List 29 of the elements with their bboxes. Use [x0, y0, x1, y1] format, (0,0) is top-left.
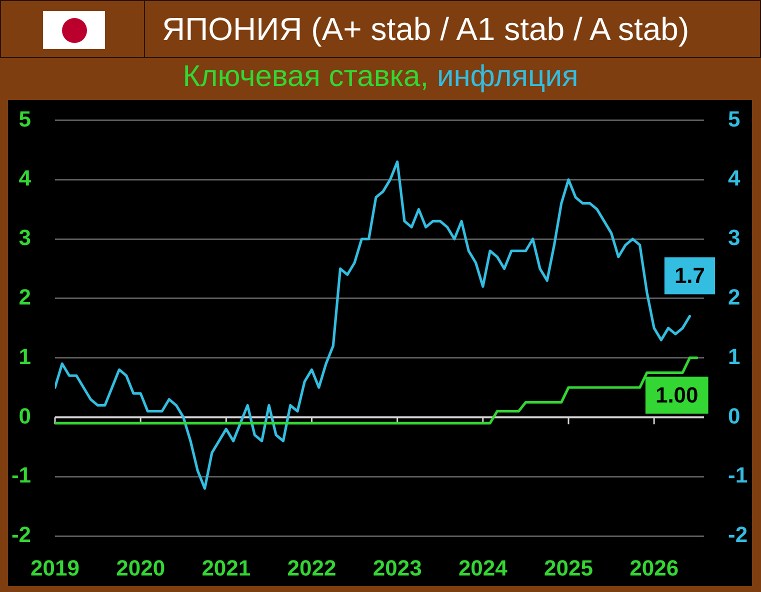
y2-tick-label: -1 — [728, 462, 748, 488]
y-tick-label: 4 — [18, 166, 32, 191]
y2-tick-label: -2 — [728, 522, 748, 548]
x-tick-label: 2022 — [287, 555, 336, 580]
x-tick-label: 2026 — [630, 555, 679, 580]
x-tick-label: 2019 — [30, 555, 80, 580]
x-tick-label: 2021 — [202, 555, 251, 580]
x-tick-label: 2023 — [372, 555, 422, 580]
y2-tick-label: 3 — [728, 225, 740, 250]
y-tick-label: 2 — [18, 284, 31, 310]
y2-tick-label: 5 — [728, 106, 740, 132]
x-tick-label: 2025 — [544, 555, 593, 580]
text: инфляция — [436, 60, 578, 93]
y2-tick-label: 4 — [728, 166, 741, 191]
y2-tick-label: 2 — [728, 284, 740, 310]
text: Ключевая ставка, — [182, 60, 429, 93]
x-tick-label: 2020 — [116, 555, 166, 580]
y-tick-label: -2 — [11, 522, 31, 548]
y-tick-label: 5 — [18, 106, 31, 132]
y2-tick-label: 0 — [728, 403, 740, 428]
data-label: 1.7 — [674, 262, 706, 288]
x-tick-label: 2024 — [458, 555, 508, 580]
data-label: 1.00 — [655, 382, 698, 408]
y-tick-label: -1 — [11, 462, 31, 488]
y-tick-label: 0 — [18, 403, 31, 428]
y-tick-label: 1 — [18, 344, 31, 369]
chart-title: ЯПОНИЯ (A+ stab / A1 stab / A stab) — [162, 10, 690, 48]
y2-tick-label: 1 — [728, 344, 740, 369]
y-tick-label: 3 — [18, 225, 31, 250]
